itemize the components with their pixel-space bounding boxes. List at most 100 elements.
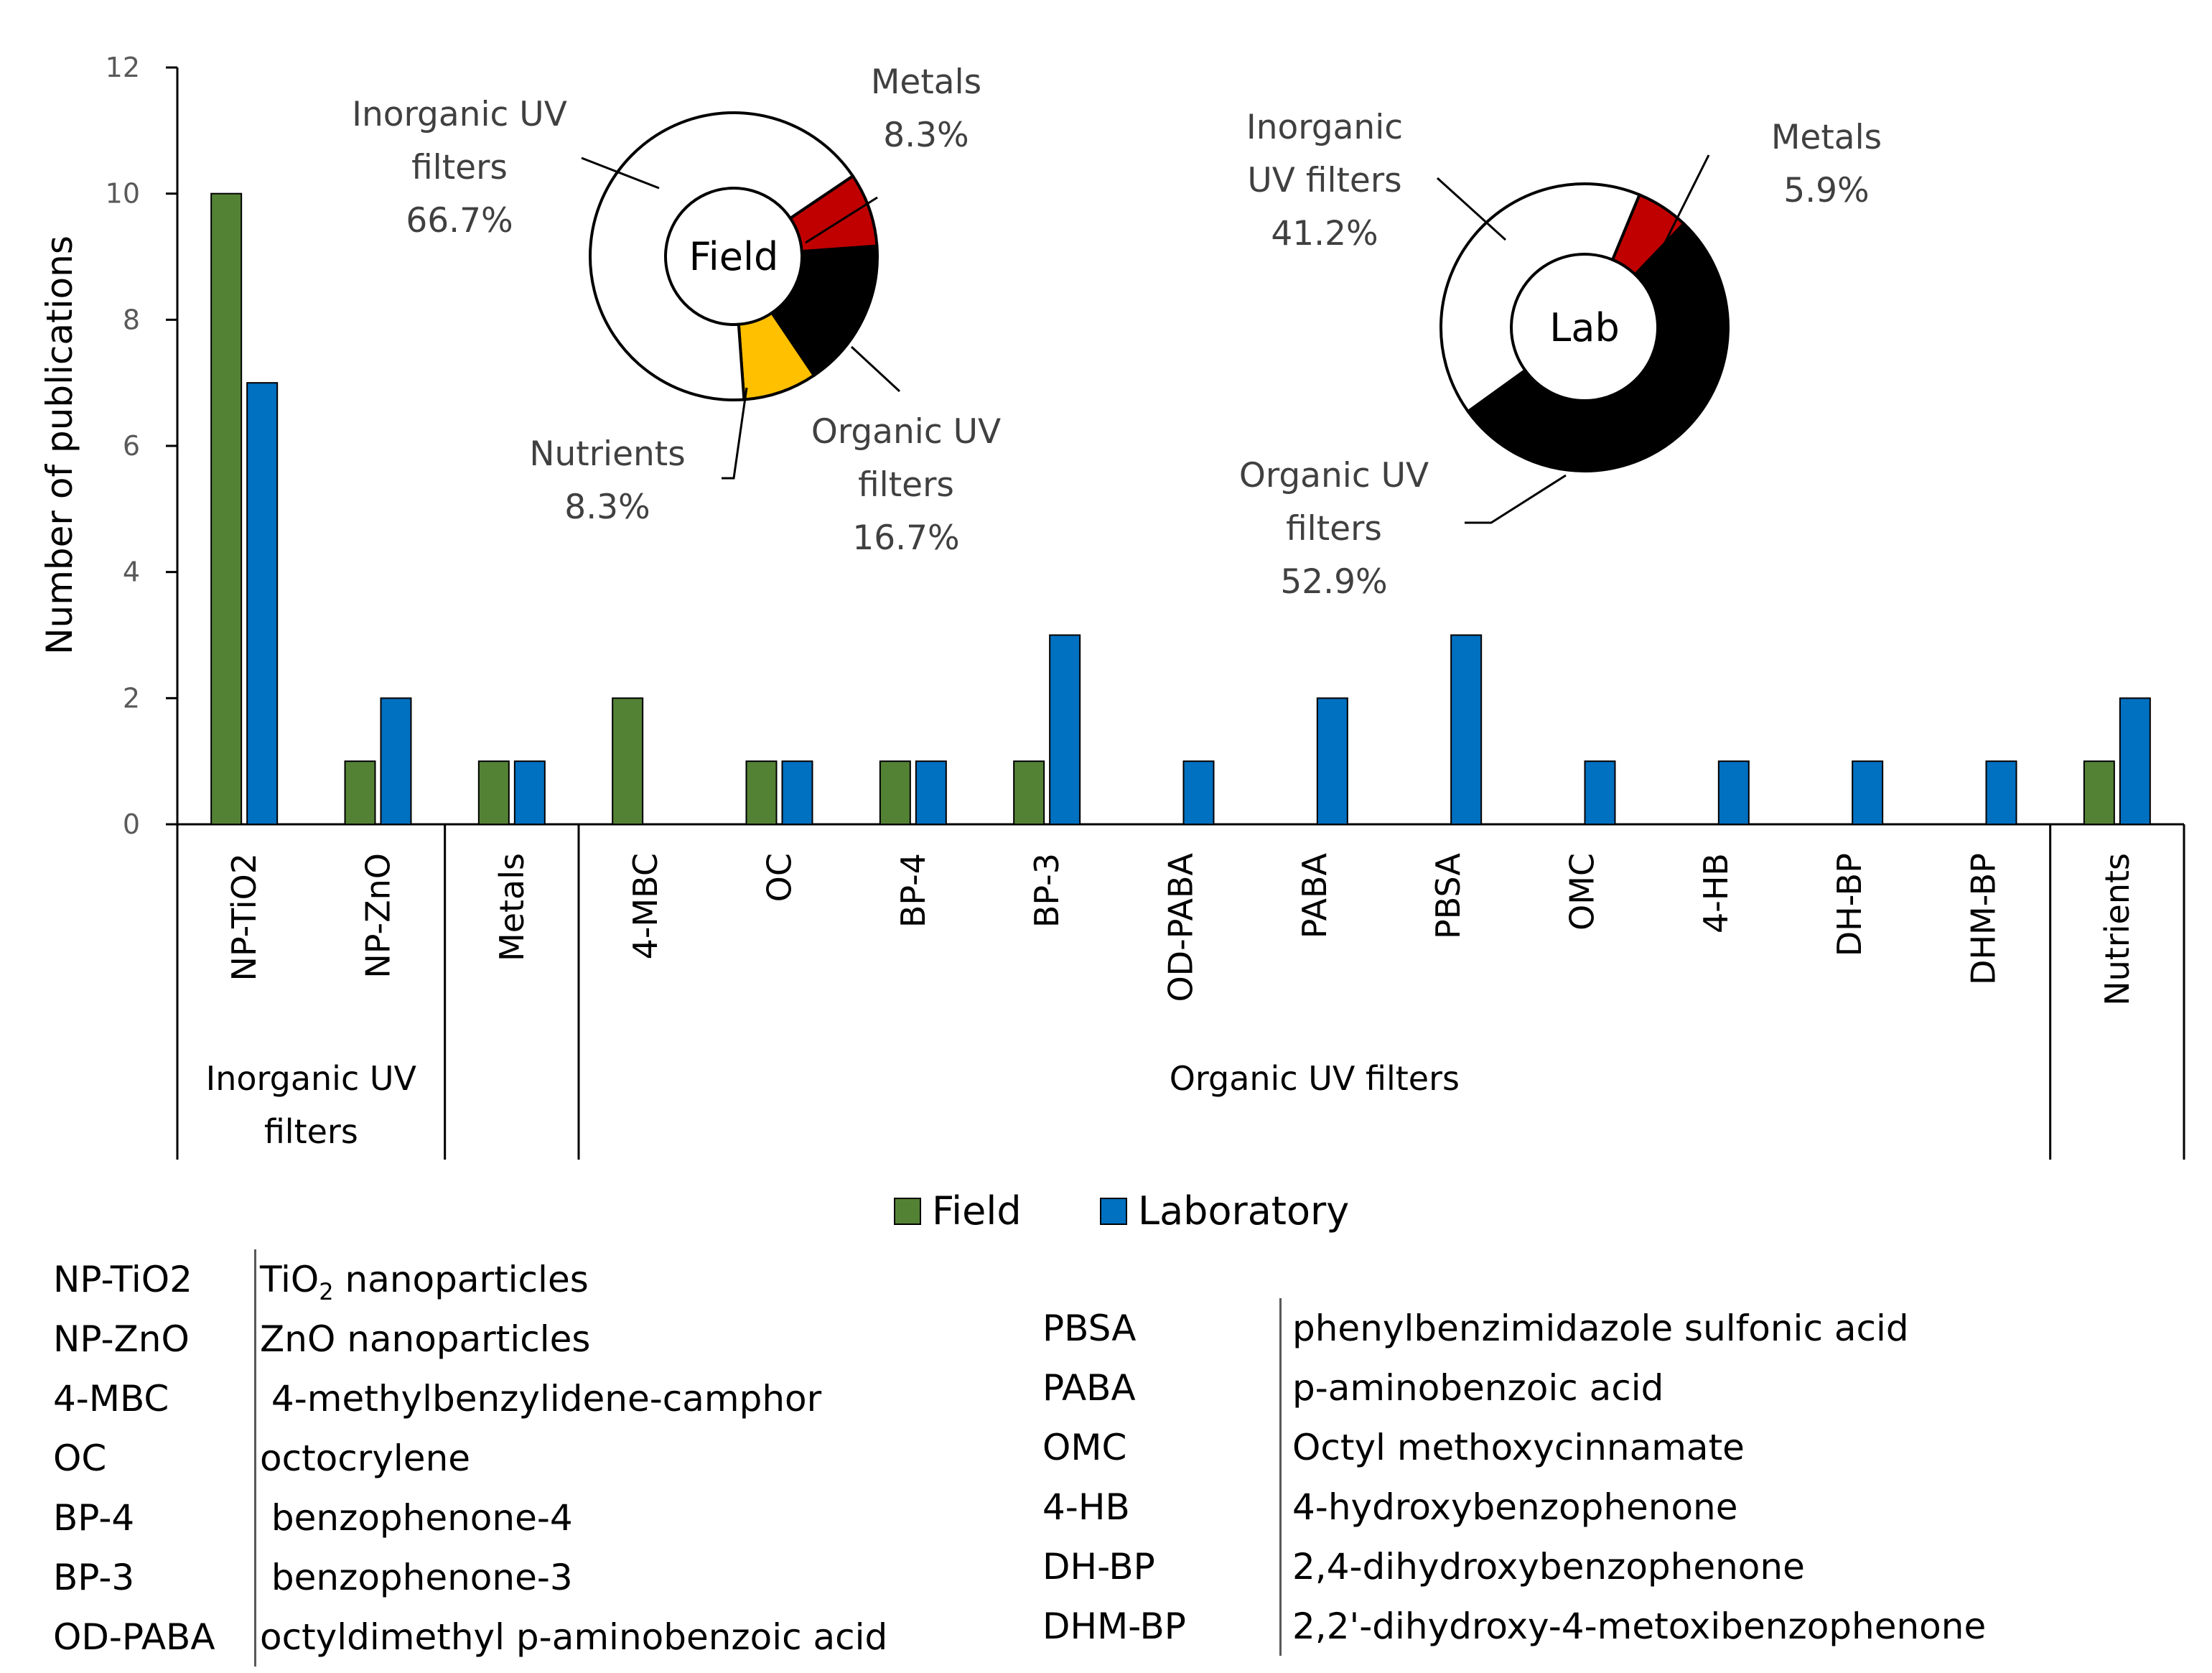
glossary-row: PBSA phenylbenzimidazole sulfonic acid	[1042, 1298, 2191, 1359]
x-category-label: NP-ZnO	[359, 853, 398, 979]
donut-slice-label: 16.7%	[852, 518, 959, 558]
bar-field	[477, 760, 510, 825]
glossary-row: OD-PABA octyldimethyl p-aminobenzoic acid	[53, 1607, 986, 1667]
glossary-definition: p-aminobenzoic acid	[1292, 1358, 1663, 1418]
glossary-row: DH-BP 2,4-dihydroxybenzophenone	[1042, 1537, 2191, 1597]
glossary-abbreviation: OD-PABA	[53, 1616, 215, 1658]
glossary-definition-text: benzophenone-4	[260, 1497, 573, 1539]
glossary-definition: octocrylene	[260, 1428, 470, 1488]
glossary-definition: Octyl methoxycinnamate	[1292, 1417, 1745, 1478]
y-tick-label: 10	[106, 178, 140, 210]
bar-laboratory	[246, 382, 279, 825]
x-category-label: PBSA	[1429, 852, 1467, 939]
donut-slice-label: 66.7%	[406, 201, 513, 241]
legend-label-field: Field	[932, 1188, 1022, 1234]
donut-slice-label: Metals	[871, 62, 981, 102]
glossary-row: BP-4 benzophenone-4	[53, 1488, 986, 1548]
bar-laboratory	[1985, 760, 2017, 825]
glossary-definition-text: ZnO nanoparticles	[260, 1318, 591, 1360]
glossary-definition-rest: nanoparticles	[333, 1259, 589, 1300]
glossary-row: BP-3 benzophenone-3	[53, 1547, 986, 1608]
glossary-definition: octyldimethyl p-aminobenzoic acid	[260, 1607, 887, 1667]
glossary-definition-text: benzophenone-3	[260, 1557, 573, 1598]
donut-slice-label: UV filters	[1247, 161, 1401, 200]
glossary-definition: benzophenone-4	[260, 1488, 573, 1548]
y-tick-label: 12	[106, 52, 140, 83]
bar-laboratory	[781, 760, 813, 825]
bar-laboratory	[1182, 760, 1215, 825]
glossary-row: NP-ZnO ZnO nanoparticles	[53, 1309, 986, 1369]
bar-field	[2083, 760, 2115, 825]
y-tick-label: 8	[123, 304, 140, 335]
y-tick-label: 6	[123, 430, 140, 462]
glossary-abbreviation: BP-4	[53, 1497, 135, 1539]
bar-laboratory	[1584, 760, 1616, 825]
glossary-row: OMC Octyl methoxycinnamate	[1042, 1417, 2191, 1478]
bar-laboratory	[1049, 634, 1081, 825]
glossary-definition-subscript: 2	[319, 1278, 334, 1305]
donut-center-label: Field	[689, 234, 779, 279]
y-tick-label: 2	[123, 682, 140, 714]
legend-swatch-field	[894, 1198, 921, 1225]
y-tick-label: 0	[123, 808, 140, 840]
glossary-definition-text: 4-hydroxybenzophenone	[1292, 1486, 1738, 1528]
x-category-label: Metals	[493, 853, 531, 961]
bar-laboratory	[2119, 697, 2151, 825]
glossary-definition: 2,4-dihydroxybenzophenone	[1292, 1537, 1805, 1597]
bar-laboratory	[1852, 760, 1884, 825]
axis-labels: 0 2 4 6 8 10 12 NP-TiO2 NP-ZnO Metals 4-MBC OC BP-4 B…	[39, 52, 2137, 1151]
donut-slice-label: filters	[411, 148, 508, 187]
bar-laboratory	[1717, 760, 1750, 825]
x-category-label: BP-3	[1027, 853, 1066, 928]
x-category-label: PABA	[1295, 852, 1334, 938]
donut-slice-label: filters	[1286, 509, 1382, 549]
bar-field	[745, 760, 778, 825]
donut-slice-label: 8.3%	[564, 488, 650, 527]
bar-laboratory	[1450, 634, 1483, 825]
glossary-abbreviation: DHM-BP	[1042, 1606, 1186, 1647]
glossary-abbreviation: OMC	[1042, 1427, 1127, 1468]
glossary-definition-text: phenylbenzimidazole sulfonic acid	[1292, 1308, 1909, 1349]
bar-laboratory	[380, 697, 412, 825]
bar-laboratory	[915, 760, 947, 825]
bar-field	[879, 760, 911, 825]
legend-swatch-laboratory	[1100, 1198, 1127, 1225]
x-category-label: NP-TiO2	[225, 853, 263, 981]
donut-center-label: Lab	[1549, 305, 1619, 350]
glossary-definition-text: 2,2'-dihydroxy-4-metoxibenzophenone	[1292, 1606, 1987, 1647]
glossary-row: OC octocrylene	[53, 1428, 986, 1488]
bar-field	[344, 760, 376, 825]
glossary-row: 4-HB 4-hydroxybenzophenone	[1042, 1477, 2191, 1537]
glossary-row: DHM-BP 2,2'-dihydroxy-4-metoxibenzophenon…	[1042, 1596, 2191, 1656]
x-category-label: DH-BP	[1830, 853, 1869, 956]
glossary-definition: 4-methylbenzylidene-camphor	[260, 1369, 821, 1429]
donut-slice-label: Organic UV	[1239, 456, 1429, 495]
bar-laboratory	[513, 760, 546, 825]
donut-slice-inorganic-uv	[589, 111, 855, 401]
leader-line	[805, 196, 878, 244]
bars	[210, 192, 2151, 825]
glossary-abbreviation: PBSA	[1042, 1308, 1137, 1349]
axes	[166, 66, 2185, 1160]
glossary-row: 4-MBC 4-methylbenzylidene-camphor	[53, 1369, 986, 1429]
glossary-abbreviation: NP-TiO2	[53, 1259, 192, 1300]
donut-slice-label: 52.9%	[1280, 562, 1387, 602]
glossary-definition-text: 4-methylbenzylidene-camphor	[260, 1378, 822, 1420]
x-category-label: DHM-BP	[1964, 853, 2003, 985]
glossary-definition-text: Octyl methoxycinnamate	[1292, 1427, 1745, 1468]
bar-field	[612, 697, 644, 825]
glossary-definition-text: TiO	[260, 1259, 319, 1300]
group-label: Organic UV filters	[1170, 1059, 1460, 1098]
glossary-abbreviation: 4-HB	[1042, 1486, 1130, 1528]
donuts: Field Metals 8.3% Organic UV filters 16.7% Nut…	[352, 62, 1882, 602]
donut-slice-label: Inorganic	[1246, 108, 1403, 147]
donut-slice-inorganic	[1439, 182, 1642, 414]
glossary-definition: phenylbenzimidazole sulfonic acid	[1292, 1298, 1909, 1359]
x-category-label: OC	[760, 853, 799, 902]
glossary-definition-text: p-aminobenzoic acid	[1292, 1367, 1664, 1409]
donut-slice-label: 41.2%	[1271, 214, 1378, 253]
leader-line	[850, 345, 901, 393]
x-category-label: OMC	[1563, 853, 1602, 931]
x-category-label: 4-MBC	[626, 853, 665, 959]
legend: Field Laboratory	[894, 1188, 1349, 1234]
